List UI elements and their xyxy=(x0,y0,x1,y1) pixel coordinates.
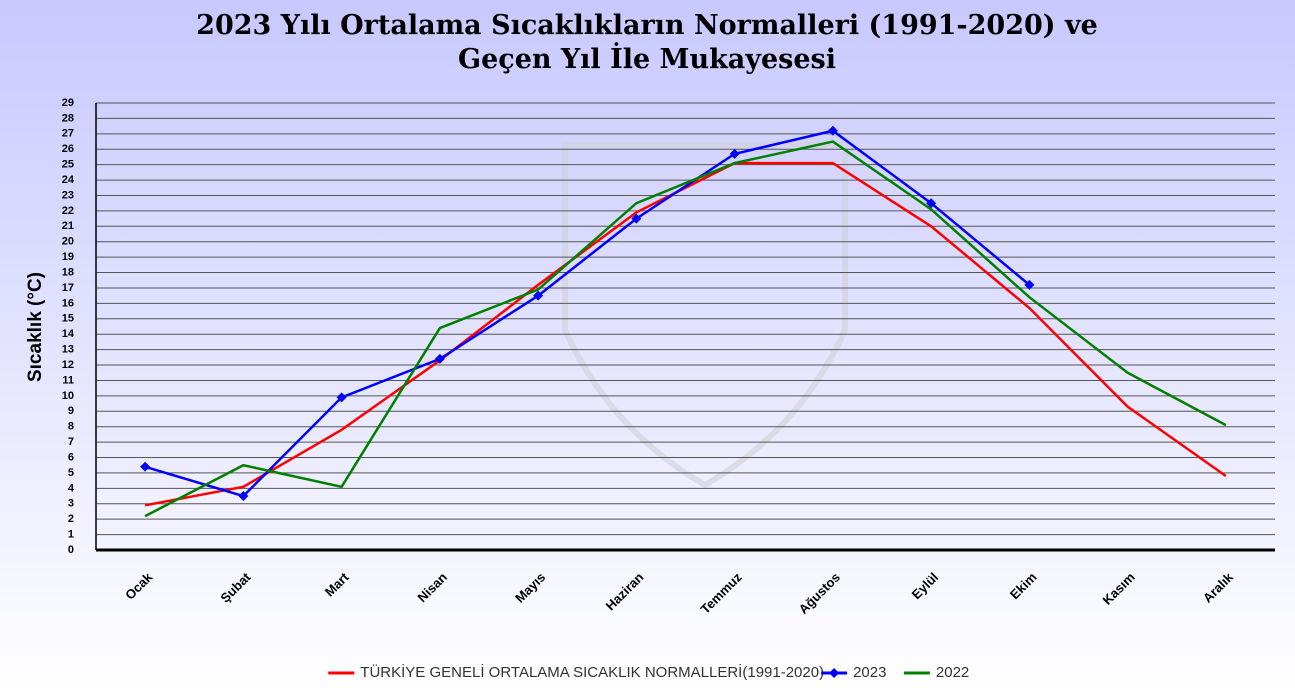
y-tick-label: 20 xyxy=(62,236,74,248)
y-tick-label: 17 xyxy=(62,282,74,294)
y-tick-label: 13 xyxy=(62,344,74,356)
y-tick-label: 0 xyxy=(68,544,74,556)
y-tick-label: 1 xyxy=(68,528,74,540)
y-tick-label: 19 xyxy=(62,251,74,263)
y-tick-label: 16 xyxy=(62,297,74,309)
legend-label: 2023 xyxy=(853,664,886,681)
chart-title: Geçen Yıl İle Mukayesesi xyxy=(458,41,836,75)
y-tick-label: 25 xyxy=(62,159,74,171)
legend-label: TÜRKİYE GENELİ ORTALAMA SICAKLIK NORMALL… xyxy=(360,663,824,681)
y-tick-label: 27 xyxy=(62,128,74,140)
background xyxy=(0,0,1295,693)
y-tick-label: 18 xyxy=(62,266,74,278)
y-tick-label: 21 xyxy=(62,220,74,232)
legend-label: 2022 xyxy=(936,664,969,681)
y-tick-label: 5 xyxy=(68,467,74,479)
y-tick-label: 6 xyxy=(68,451,74,463)
y-tick-label: 2 xyxy=(68,513,74,525)
y-tick-label: 29 xyxy=(62,97,74,109)
y-tick-label: 7 xyxy=(68,436,74,448)
y-tick-label: 4 xyxy=(68,482,75,494)
y-axis-label: Sıcaklık (°C) xyxy=(25,272,46,382)
chart: 2023 Yılı Ortalama Sıcaklıkların Normall… xyxy=(0,0,1295,693)
y-tick-label: 10 xyxy=(62,390,74,402)
chart-title: 2023 Yılı Ortalama Sıcaklıkların Normall… xyxy=(196,10,1098,41)
y-tick-label: 8 xyxy=(68,421,74,433)
y-tick-label: 3 xyxy=(68,498,74,510)
y-tick-label: 15 xyxy=(62,313,74,325)
y-tick-label: 14 xyxy=(62,328,75,340)
y-tick-label: 26 xyxy=(62,143,74,155)
y-tick-label: 9 xyxy=(68,405,74,417)
y-tick-label: 28 xyxy=(62,112,74,124)
y-tick-label: 24 xyxy=(62,174,75,186)
y-tick-label: 22 xyxy=(62,205,74,217)
y-tick-label: 12 xyxy=(62,359,74,371)
y-tick-label: 11 xyxy=(62,374,74,386)
y-tick-label: 23 xyxy=(62,189,74,201)
